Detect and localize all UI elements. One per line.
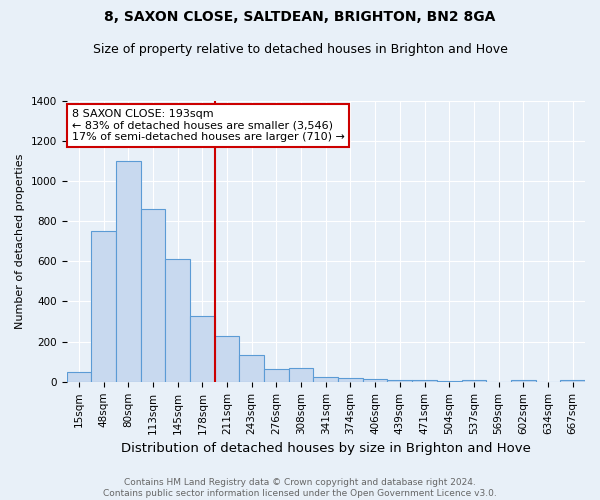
Bar bbox=[560, 380, 585, 382]
Bar bbox=[165, 259, 190, 382]
X-axis label: Distribution of detached houses by size in Brighton and Hove: Distribution of detached houses by size … bbox=[121, 442, 531, 455]
Bar bbox=[363, 379, 388, 382]
Text: Size of property relative to detached houses in Brighton and Hove: Size of property relative to detached ho… bbox=[92, 42, 508, 56]
Bar bbox=[289, 368, 313, 382]
Y-axis label: Number of detached properties: Number of detached properties bbox=[15, 154, 25, 329]
Bar bbox=[190, 316, 215, 382]
Text: 8, SAXON CLOSE, SALTDEAN, BRIGHTON, BN2 8GA: 8, SAXON CLOSE, SALTDEAN, BRIGHTON, BN2 … bbox=[104, 10, 496, 24]
Bar bbox=[412, 380, 437, 382]
Bar bbox=[264, 369, 289, 382]
Text: 8 SAXON CLOSE: 193sqm
← 83% of detached houses are smaller (3,546)
17% of semi-d: 8 SAXON CLOSE: 193sqm ← 83% of detached … bbox=[72, 109, 344, 142]
Bar bbox=[437, 381, 461, 382]
Bar bbox=[91, 231, 116, 382]
Bar bbox=[67, 372, 91, 382]
Bar bbox=[239, 354, 264, 382]
Bar bbox=[388, 380, 412, 382]
Bar bbox=[313, 377, 338, 382]
Bar bbox=[511, 380, 536, 382]
Bar bbox=[461, 380, 486, 382]
Bar bbox=[215, 336, 239, 382]
Bar bbox=[116, 161, 140, 382]
Text: Contains HM Land Registry data © Crown copyright and database right 2024.
Contai: Contains HM Land Registry data © Crown c… bbox=[103, 478, 497, 498]
Bar bbox=[140, 209, 165, 382]
Bar bbox=[338, 378, 363, 382]
